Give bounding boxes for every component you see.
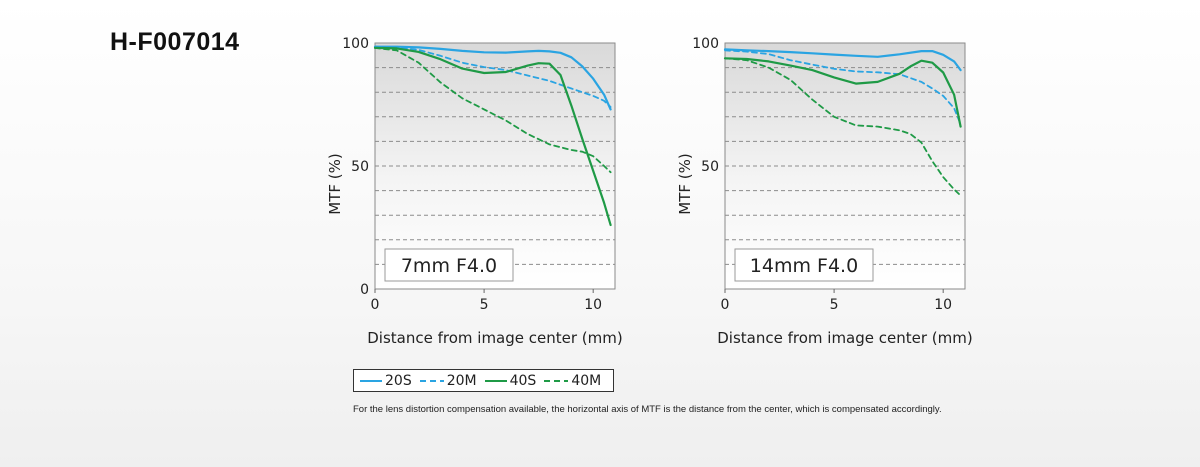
y-axis-label-14mm: MTF (%) [676, 153, 694, 214]
series-line-20s-7mm [373, 45, 612, 111]
legend-label-40m: 40M [571, 372, 602, 389]
series-line-20s-14mm [723, 48, 962, 72]
legend-swatch-20s [360, 379, 382, 382]
chart-title-box-7mm [384, 248, 514, 282]
footnote: For the lens distortion compensation ava… [353, 404, 942, 415]
legend: 20S 20M 40S 40M [353, 369, 615, 392]
chart-title-14mm: 14mm F4.0 [750, 255, 858, 277]
y-tick-label-14mm: 100 [692, 36, 719, 52]
series-line-20m-7mm [374, 45, 612, 108]
legend-swatch-40s [484, 379, 507, 382]
legend-item-20s: 20S [360, 373, 412, 389]
series-line-40m-7mm [374, 47, 612, 174]
series-line-20m-14mm [724, 49, 962, 126]
legend-swatch-20m [419, 379, 444, 382]
legend-item-20m: 20M [419, 372, 477, 389]
chart-title-box-14mm [734, 248, 874, 282]
y-tick-label-14mm: 50 [701, 159, 719, 175]
series-line-40s-14mm [723, 57, 962, 128]
legend-label-20s: 20S [385, 372, 412, 389]
legend-label-20m: 20M [446, 372, 477, 389]
x-tick-label-14mm: 10 [934, 297, 952, 313]
legend-item-40s: 40S [484, 372, 537, 389]
x-tick-label-7mm: 5 [480, 297, 489, 313]
product-code: H-F007014 [110, 28, 240, 56]
y-tick-label-7mm: 0 [360, 282, 369, 298]
x-tick-label-14mm: 5 [830, 297, 839, 313]
legend-item-40m: 40M [544, 373, 601, 389]
y-tick-label-7mm: 50 [351, 159, 369, 175]
y-tick-label-7mm: 100 [342, 36, 369, 52]
x-axis-label-14mm: Distance from image center (mm) [717, 329, 972, 347]
chart-title-7mm: 7mm F4.0 [401, 255, 497, 277]
legend-label-40s: 40S [509, 372, 537, 389]
y-axis-label-7mm: MTF (%) [326, 153, 344, 214]
x-axis-label-7mm: Distance from image center (mm) [367, 329, 622, 347]
x-tick-label-7mm: 10 [584, 297, 602, 313]
series-line-40m-14mm [724, 57, 962, 197]
legend-swatch-40m [544, 379, 569, 382]
x-tick-label-7mm: 0 [371, 297, 380, 313]
series-line-40s-7mm [373, 46, 612, 227]
x-tick-label-14mm: 0 [721, 297, 730, 313]
